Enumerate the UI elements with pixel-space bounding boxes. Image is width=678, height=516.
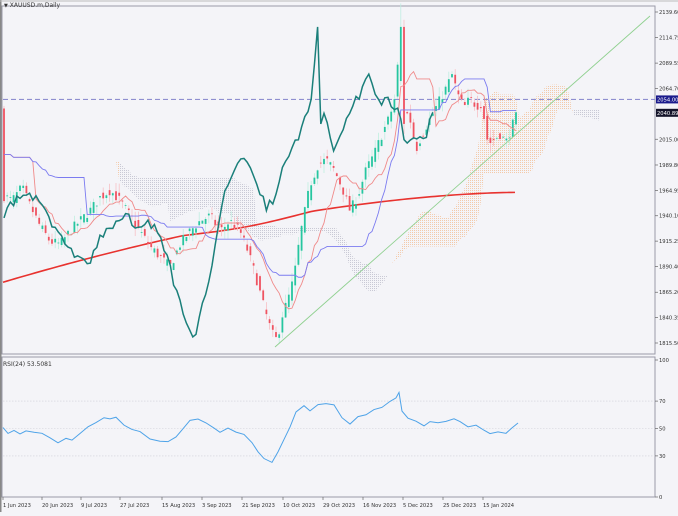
- price-pane-frame: [2, 6, 655, 354]
- rsi-tick-label: 30: [659, 454, 666, 460]
- current-price-tag: 2040.89: [656, 109, 678, 117]
- price-tick-label: 2139.60: [659, 10, 678, 16]
- candlesticks: [3, 3, 517, 343]
- symbol-title: ▼ XAUUSD.m,Daily: [4, 2, 60, 9]
- time-tick-label: 5 Dec 2023: [403, 503, 433, 509]
- time-tick-label: 15 Aug 2023: [162, 503, 195, 509]
- rsi-pane-frame: [2, 357, 655, 497]
- rsi-line: [3, 392, 518, 462]
- ascending-trendline[interactable]: [275, 16, 650, 347]
- time-tick-label: 21 Sep 2023: [242, 503, 275, 509]
- time-tick-label: 20 Jun 2023: [42, 503, 73, 509]
- time-tick-label: 15 Jan 2024: [483, 503, 515, 509]
- rsi-title: RSI(24) 53.5081: [3, 361, 52, 368]
- price-tick-label: 1940.10: [659, 214, 678, 220]
- time-tick-label: 16 Nov 2023: [363, 503, 396, 509]
- price-tick-label: 1989.80: [659, 163, 678, 169]
- time-tick-label: 29 Oct 2023: [323, 503, 355, 509]
- price-tick-label: 1840.35: [659, 316, 678, 322]
- svg-text:2054.00: 2054.00: [657, 97, 678, 103]
- price-tick-label: 1964.95: [659, 188, 678, 194]
- rsi-tick-label: 0: [659, 495, 662, 501]
- rsi-tick-label: 100: [659, 358, 669, 364]
- price-tick-label: 2064.70: [659, 86, 678, 92]
- time-tick-label: 1 Jun 2023: [3, 503, 31, 509]
- time-tick-label: 10 Oct 2023: [283, 503, 315, 509]
- hline-price-tag: 2054.00: [656, 95, 678, 103]
- time-tick-label: 3 Sep 2023: [202, 503, 232, 509]
- rsi-tick-label: 70: [659, 399, 666, 405]
- time-tick-label: 9 Jul 2023: [81, 503, 107, 509]
- time-tick-label: 25 Dec 2023: [443, 503, 476, 509]
- price-tick-label: 1865.20: [659, 290, 678, 296]
- rsi-tick-label: 50: [659, 427, 666, 433]
- symbol-label: XAUUSD.m,Daily: [10, 2, 60, 9]
- price-tick-label: 2015.00: [659, 137, 678, 143]
- time-tick-label: 27 Jul 2023: [120, 503, 149, 509]
- price-tick-label: 1890.40: [659, 265, 678, 271]
- kijun-sen-line: [4, 79, 516, 277]
- triangle-down-icon[interactable]: ▼: [4, 3, 8, 9]
- price-tick-label: 2089.55: [659, 61, 678, 67]
- svg-text:2040.89: 2040.89: [657, 111, 678, 117]
- price-tick-label: 2114.75: [659, 35, 678, 41]
- price-tick-label: 1915.25: [659, 239, 678, 245]
- price-tick-label: 1815.50: [659, 341, 678, 347]
